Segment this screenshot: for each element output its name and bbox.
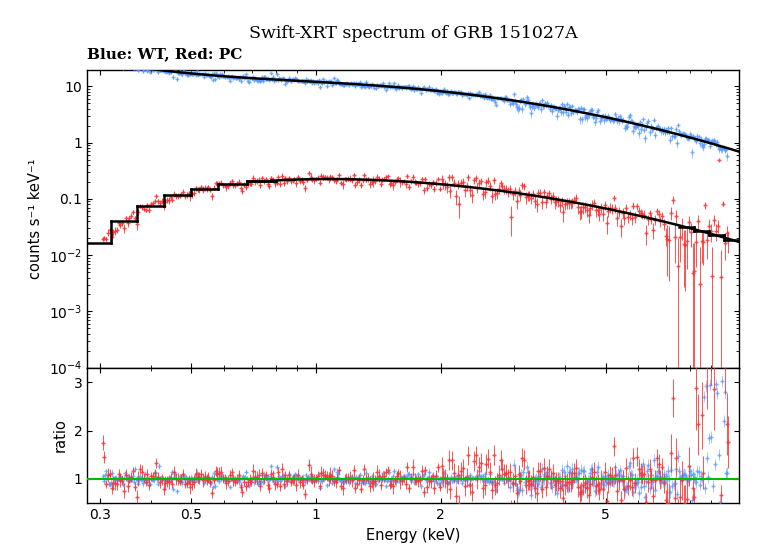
Text: Blue: WT, Red: PC: Blue: WT, Red: PC bbox=[87, 47, 243, 61]
Text: Swift-XRT spectrum of GRB 151027A: Swift-XRT spectrum of GRB 151027A bbox=[249, 25, 578, 42]
Y-axis label: counts s⁻¹ keV⁻¹: counts s⁻¹ keV⁻¹ bbox=[28, 158, 43, 279]
X-axis label: Energy (keV): Energy (keV) bbox=[366, 528, 460, 543]
Y-axis label: ratio: ratio bbox=[53, 419, 68, 453]
